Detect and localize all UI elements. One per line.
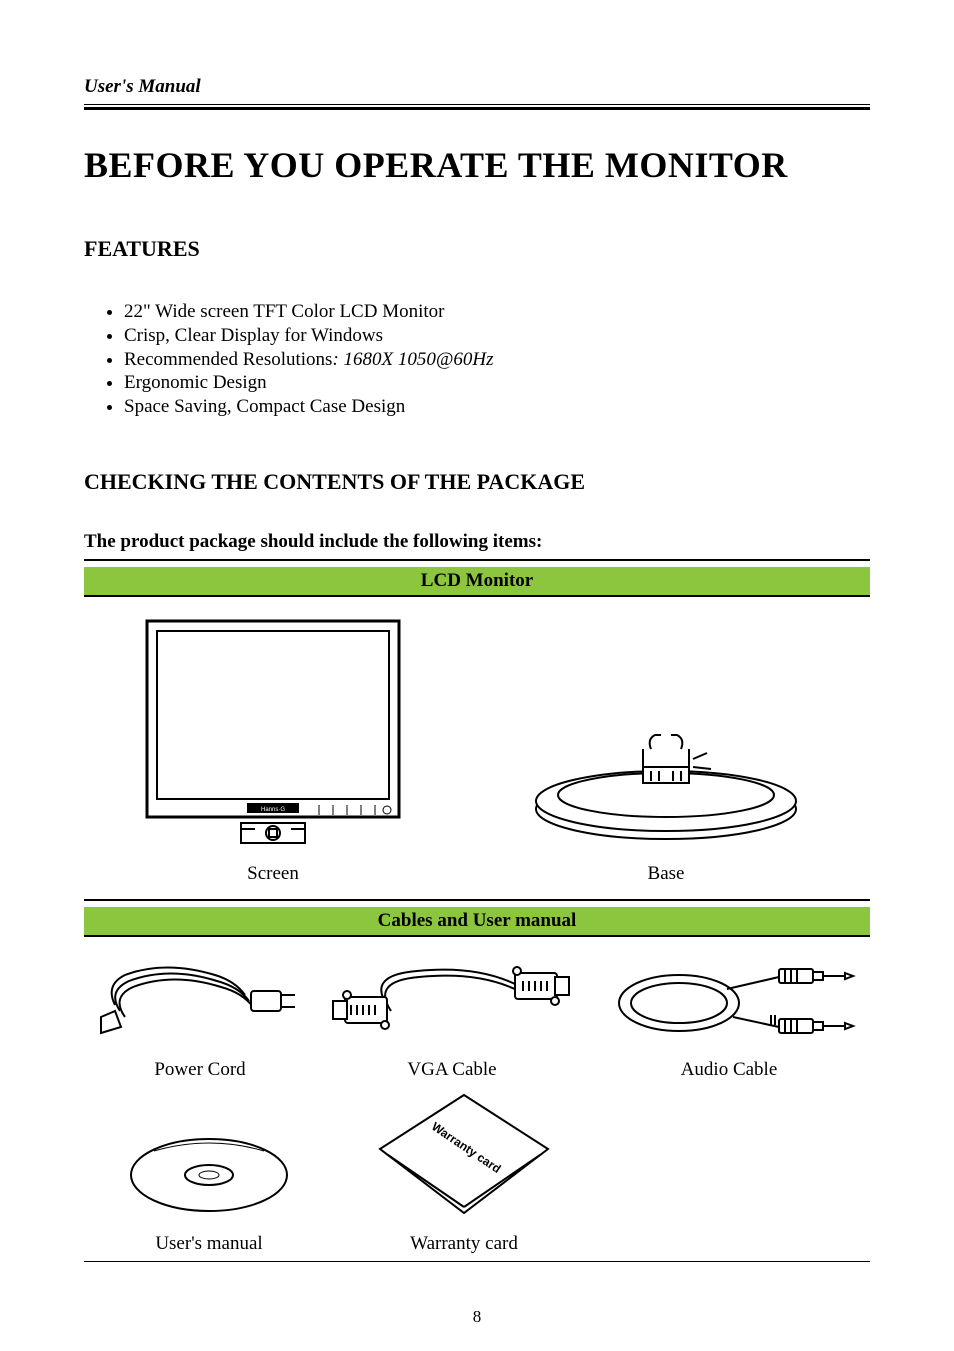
header-rule-thin (84, 104, 870, 105)
feature-text: Ergonomic Design (124, 372, 267, 393)
cell-users-manual: User's manual (124, 1131, 294, 1255)
feature-item: Ergonomic Design (124, 371, 870, 395)
header-rule-thick (84, 107, 870, 110)
band1-top-rule (84, 559, 870, 561)
band-cables: Cables and User manual (84, 907, 870, 935)
power-cord-caption: Power Cord (154, 1059, 245, 1081)
users-manual-icon (124, 1131, 294, 1219)
feature-text: Crisp, Clear Display for Windows (124, 325, 383, 346)
cell-vga-cable: VGA Cable (327, 955, 577, 1081)
feature-item: Space Saving, Compact Case Design (124, 395, 870, 419)
users-manual-caption: User's manual (155, 1233, 262, 1255)
package-intro: The product package should include the f… (84, 531, 870, 553)
warranty-card-icon: Warranty card (374, 1089, 554, 1219)
feature-item: Recommended Resolutions: 1680X 1050@60Hz (124, 348, 870, 372)
cell-base: Base (521, 709, 811, 885)
cell-power-cord: Power Cord (95, 955, 305, 1081)
audio-cable-icon (599, 955, 859, 1045)
feature-item: Crisp, Clear Display for Windows (124, 324, 870, 348)
cell-audio-cable: Audio Cable (599, 955, 859, 1081)
svg-text:Hanns·G: Hanns·G (261, 807, 285, 813)
screen-caption: Screen (247, 863, 299, 885)
base-icon (521, 709, 811, 849)
package-row-docs: User's manual Warranty card Warranty car… (84, 1089, 870, 1255)
band2-top-rule (84, 899, 870, 901)
power-cord-icon (95, 955, 305, 1045)
cell-warranty-card: Warranty card Warranty card (374, 1089, 554, 1255)
feature-text: 22" Wide screen TFT Color LCD Monitor (124, 301, 444, 322)
band-lcd-monitor: LCD Monitor (84, 567, 870, 595)
running-header: User's Manual (84, 76, 870, 104)
feature-text: Space Saving, Compact Case Design (124, 396, 405, 417)
band1-bottom-rule (84, 595, 870, 597)
page-number: 8 (0, 1307, 954, 1327)
vga-cable-icon (327, 955, 577, 1045)
package-row-lcd: Hanns·G Screen (84, 617, 870, 885)
footer-rule (84, 1261, 870, 1262)
warranty-card-caption: Warranty card (410, 1233, 518, 1255)
base-caption: Base (648, 863, 685, 885)
package-heading: CHECKING THE CONTENTS OF THE PACKAGE (84, 469, 870, 495)
feature-item: 22" Wide screen TFT Color LCD Monitor (124, 300, 870, 324)
audio-cable-caption: Audio Cable (681, 1059, 778, 1081)
screen-icon: Hanns·G (143, 617, 403, 849)
vga-cable-caption: VGA Cable (407, 1059, 496, 1081)
package-row-cables: Power Cord VGA Cable (84, 955, 870, 1081)
features-list: 22" Wide screen TFT Color LCD Monitor Cr… (84, 300, 870, 419)
feature-text: Recommended Resolutions (124, 349, 332, 370)
features-heading: FEATURES (84, 236, 870, 262)
cell-screen: Hanns·G Screen (143, 617, 403, 885)
feature-italic: : 1680X 1050@60Hz (332, 349, 493, 370)
main-title: BEFORE YOU OPERATE THE MONITOR (84, 144, 870, 186)
band2-bottom-rule (84, 935, 870, 937)
